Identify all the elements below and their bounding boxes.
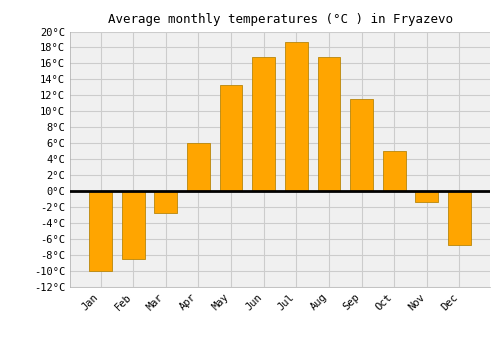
Bar <box>383 151 406 191</box>
Bar <box>285 42 308 191</box>
Bar <box>318 57 340 191</box>
Bar <box>252 57 275 191</box>
Bar <box>122 191 144 259</box>
Bar <box>350 99 373 191</box>
Title: Average monthly temperatures (°C ) in Fryazevo: Average monthly temperatures (°C ) in Fr… <box>108 13 453 26</box>
Bar <box>187 143 210 191</box>
Bar <box>416 191 438 202</box>
Bar <box>220 85 242 191</box>
Bar <box>154 191 177 213</box>
Bar <box>448 191 471 245</box>
Bar <box>89 191 112 271</box>
